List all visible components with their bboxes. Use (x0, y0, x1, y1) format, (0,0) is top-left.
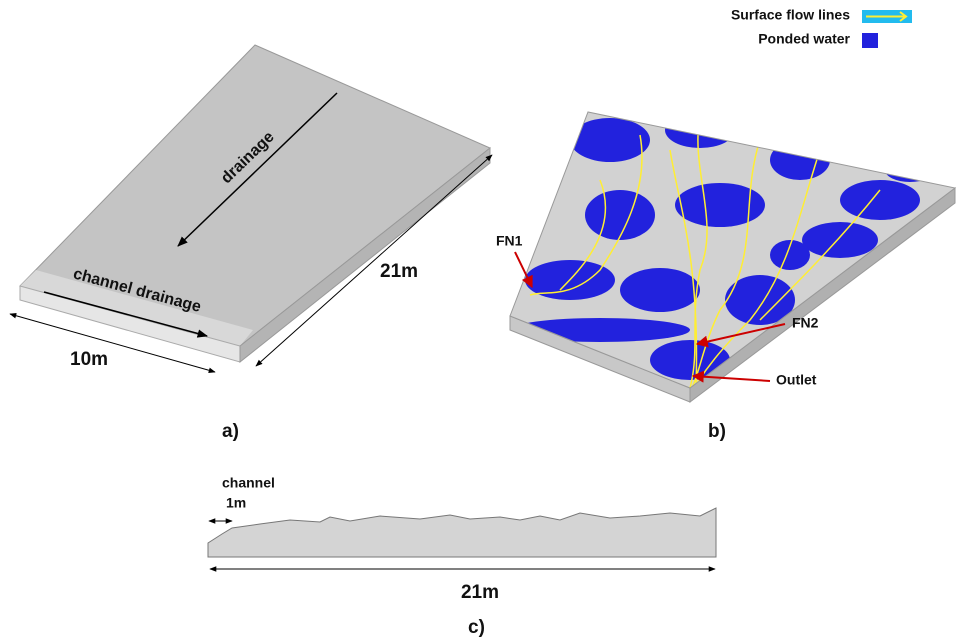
channel-width-label: 1m (226, 495, 246, 511)
length-label: 21m (461, 582, 499, 603)
fn2-label: FN2 (792, 315, 819, 331)
panel-c: channel 1m 21m c) (208, 475, 716, 638)
width-label: 10m (70, 349, 108, 370)
panel-label: a) (222, 421, 239, 442)
figure: drainage channel drainage 10m 21m a) (0, 0, 963, 639)
profile (208, 508, 716, 557)
panel-label: b) (708, 421, 726, 442)
panel-label: c) (468, 617, 485, 638)
panel-a: drainage channel drainage 10m 21m a) (10, 45, 492, 442)
legend-ponded-swatch (862, 33, 878, 48)
channel-label: channel (222, 475, 275, 491)
outlet-label: Outlet (776, 372, 817, 388)
length-label: 21m (380, 261, 418, 282)
legend-ponded-water: Ponded water (758, 31, 850, 47)
panel-b: Surface flow lines Ponded water FN1 FN2 … (496, 7, 955, 442)
legend-flow-lines: Surface flow lines (731, 7, 850, 23)
fn1-label: FN1 (496, 233, 523, 249)
